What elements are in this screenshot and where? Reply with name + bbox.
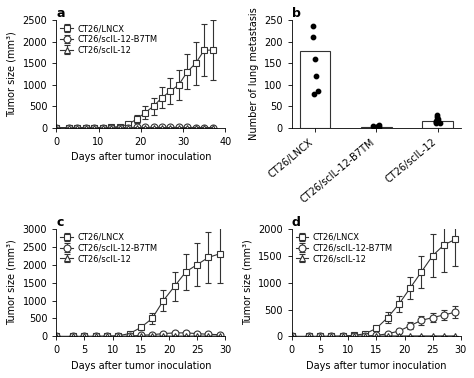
Y-axis label: Tumor size (mm³): Tumor size (mm³) (7, 31, 17, 117)
Legend: CT26/LNCX, CT26/scIL-12-B7TM, CT26/scIL-12: CT26/LNCX, CT26/scIL-12-B7TM, CT26/scIL-… (61, 24, 157, 54)
X-axis label: Days after tumor inoculation: Days after tumor inoculation (71, 152, 211, 163)
Point (373, 124, 381, 130)
Text: b: b (292, 7, 301, 20)
Point (433, 117, 440, 123)
Point (432, 118, 440, 124)
Point (370, 124, 377, 130)
Point (314, 88, 321, 94)
Point (433, 112, 440, 118)
Point (310, 91, 318, 97)
Point (370, 122, 377, 129)
Y-axis label: Tumor size (mm³): Tumor size (mm³) (243, 240, 253, 325)
Point (309, 34, 317, 40)
Point (432, 119, 440, 125)
Point (375, 122, 383, 128)
Point (434, 114, 441, 120)
Bar (300, 51, 330, 128)
Point (374, 123, 382, 129)
Point (312, 73, 320, 79)
Point (436, 121, 444, 127)
Legend: CT26/LNCX, CT26/scIL-12-B7TM, CT26/scIL-12: CT26/LNCX, CT26/scIL-12-B7TM, CT26/scIL-… (296, 233, 393, 263)
Text: c: c (56, 215, 64, 229)
X-axis label: Days after tumor inoculation: Days after tumor inoculation (71, 361, 211, 371)
Y-axis label: Tumor size (mm³): Tumor size (mm³) (7, 240, 17, 325)
X-axis label: Days after tumor inoculation: Days after tumor inoculation (306, 361, 447, 371)
Point (312, 56, 319, 62)
Point (434, 116, 442, 122)
Point (375, 124, 383, 130)
Point (309, 23, 317, 29)
Y-axis label: Number of lung metastasis: Number of lung metastasis (249, 8, 259, 140)
Bar (422, 121, 453, 128)
Bar (361, 127, 392, 128)
Text: a: a (56, 7, 65, 20)
Text: d: d (292, 215, 301, 229)
Legend: CT26/LNCX, CT26/scIL-12-B7TM, CT26/scIL-12: CT26/LNCX, CT26/scIL-12-B7TM, CT26/scIL-… (61, 233, 157, 263)
Point (432, 119, 440, 125)
